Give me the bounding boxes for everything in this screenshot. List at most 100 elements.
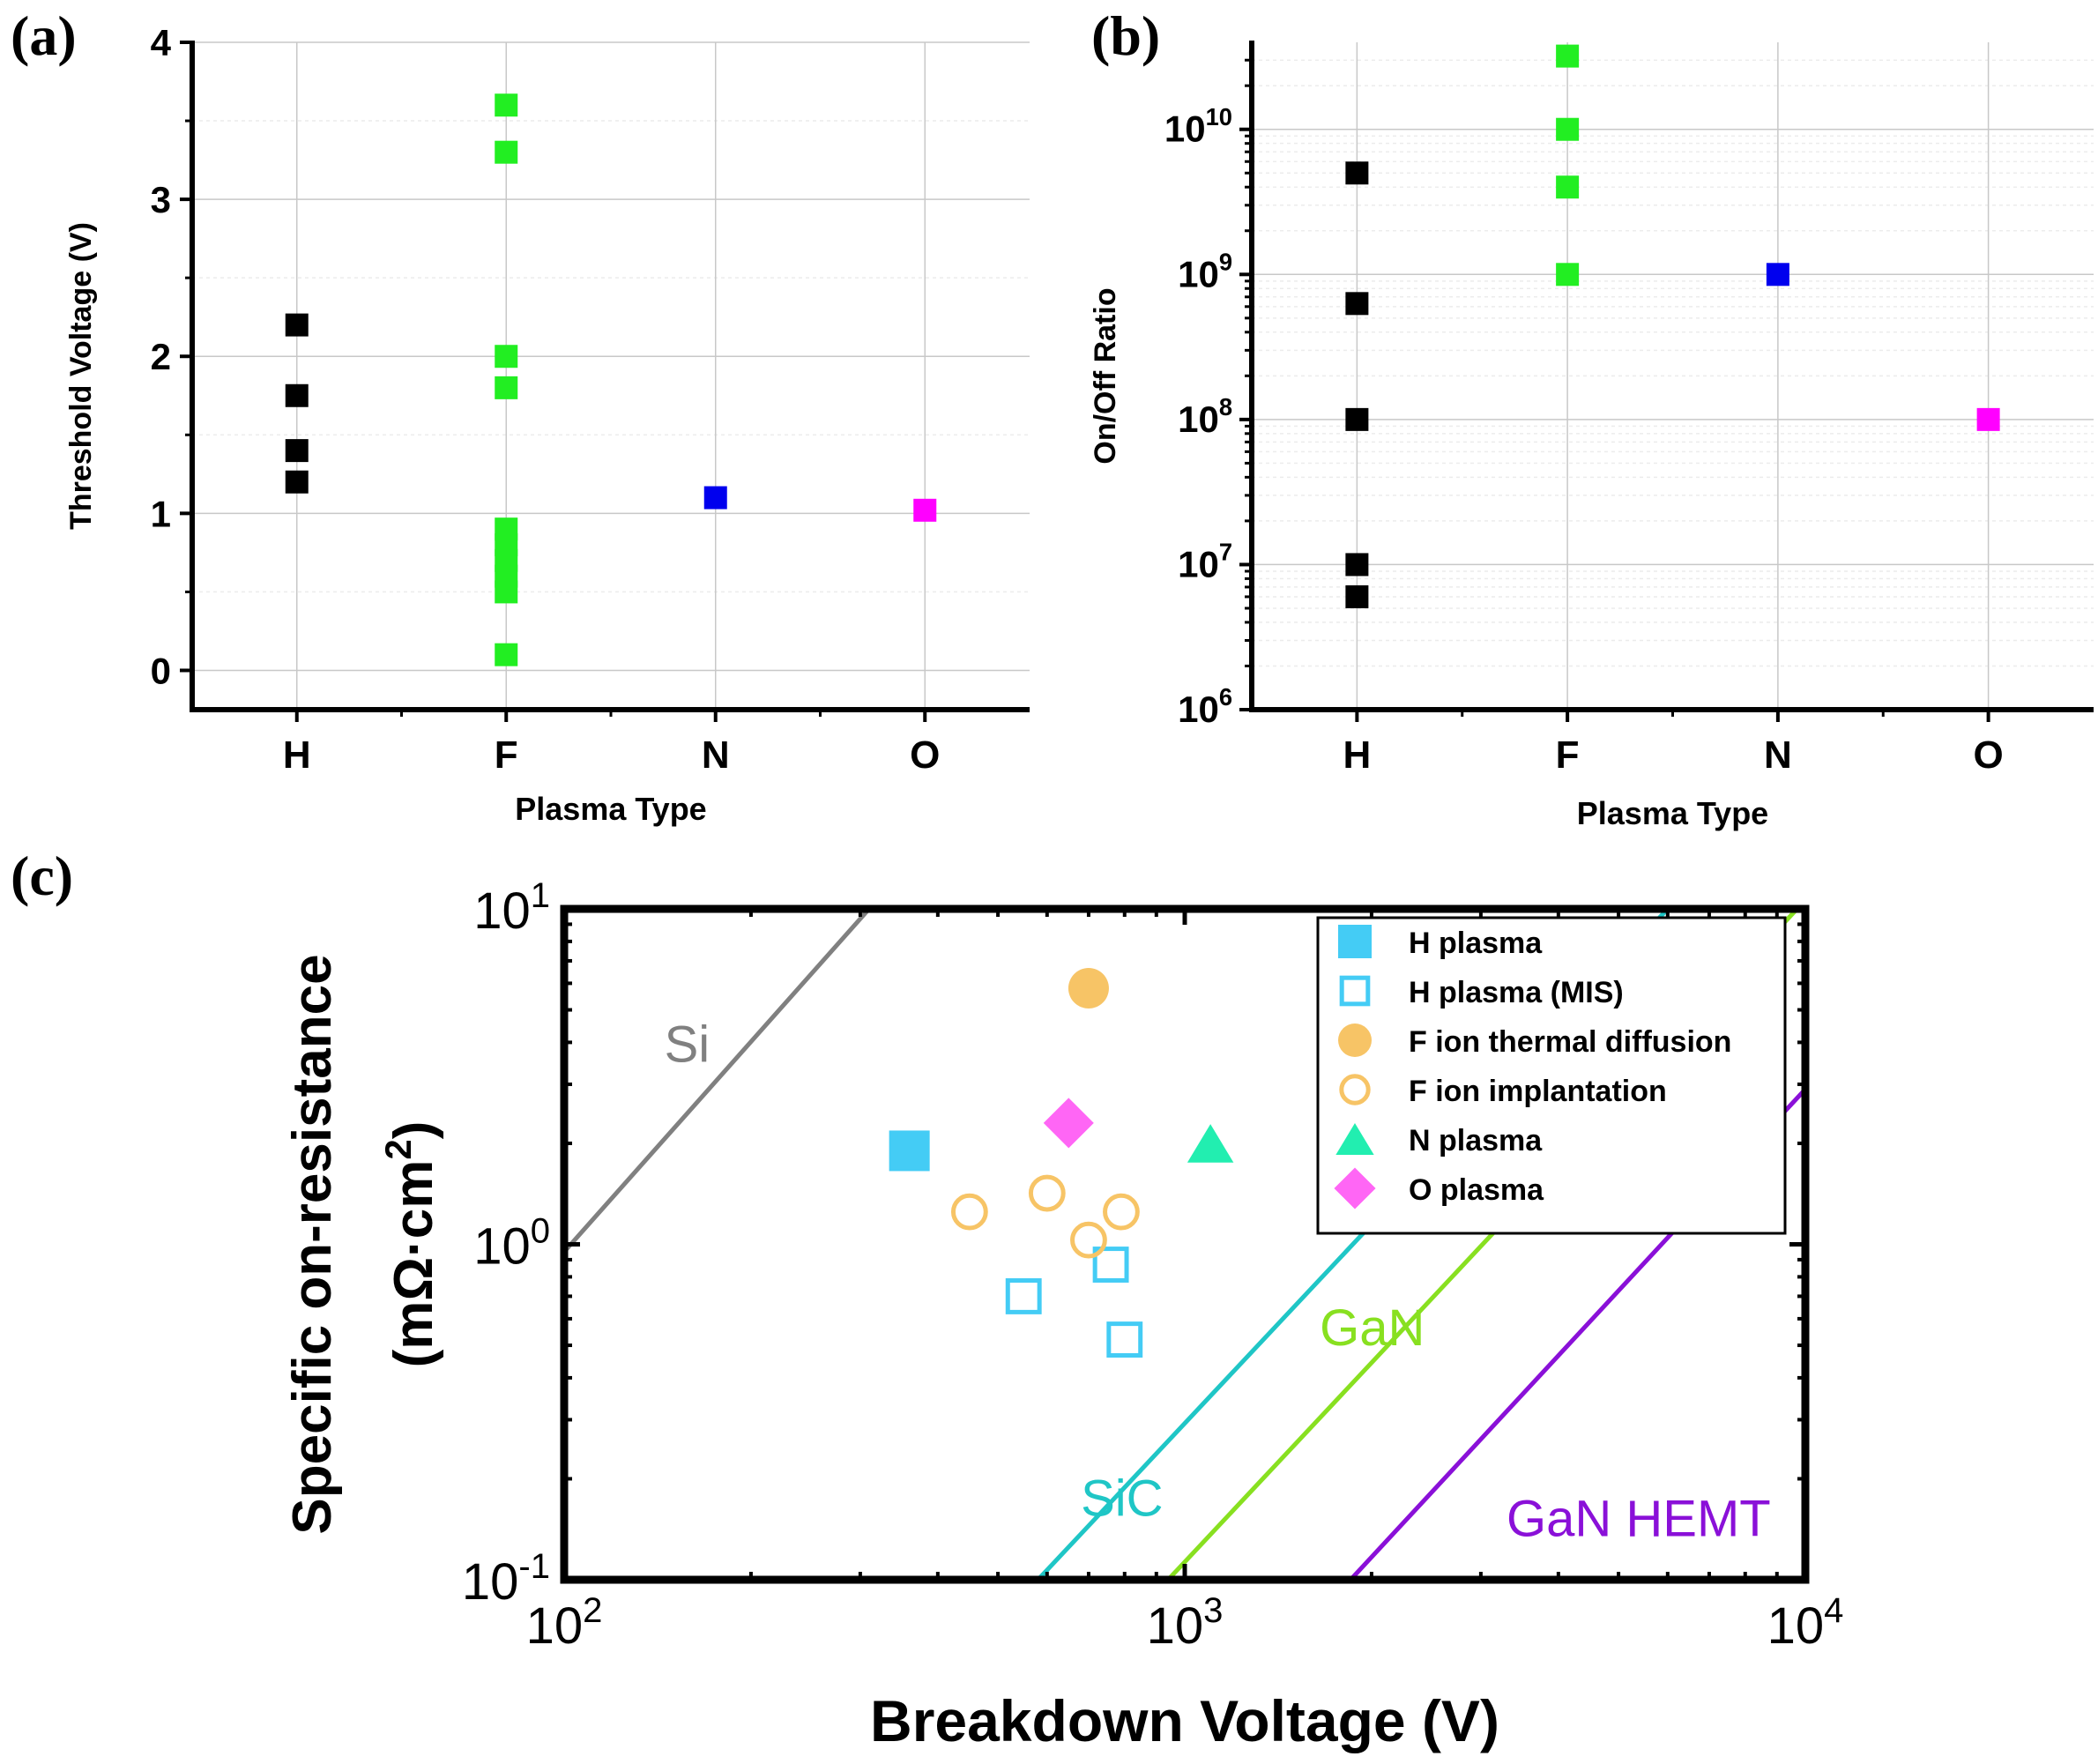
data-point-F — [495, 345, 518, 368]
panel-label-c: (c) — [11, 845, 73, 907]
y-tick-label-exp: 6 — [1219, 683, 1232, 711]
y-tick-label: 1 — [151, 493, 171, 534]
panel-c-benchmark-chart: Si SiC GaN GaN HEMT H plasma H plasma (MIS) F … — [282, 876, 1843, 1753]
limit-line-label-gan: GaN — [1320, 1299, 1425, 1357]
legend-label: H plasma (MIS) — [1409, 976, 1624, 1009]
data-point-O — [913, 498, 937, 522]
limit-line-label-sic: SiC — [1081, 1470, 1163, 1528]
y-axis-title-sup: 2 — [377, 1139, 419, 1159]
data-point-F — [1556, 175, 1580, 199]
data-point-H — [285, 470, 309, 494]
x-tick-label: 102 — [526, 1591, 603, 1655]
y-tick-label: 108 — [1178, 393, 1232, 440]
data-point-F — [495, 580, 518, 604]
x-tick-label: F — [1556, 733, 1580, 777]
y-tick-label-exp: 8 — [1219, 393, 1232, 421]
x-axis-title: Breakdown Voltage (V) — [870, 1688, 1499, 1753]
y-tick-label-exp: -1 — [518, 1547, 550, 1586]
data-point-h-plasma-mis — [1106, 1321, 1143, 1358]
y-tick-label-exp: 9 — [1219, 248, 1232, 275]
data-point-h-plasma-mis — [1005, 1278, 1042, 1314]
y-tick-label-base: 10 — [462, 1553, 519, 1611]
limit-line-label-si: Si — [665, 1016, 710, 1073]
data-point-F — [1556, 44, 1580, 68]
y-tick-label: 109 — [1178, 248, 1232, 294]
y-axis-title-close: ) — [383, 1121, 444, 1140]
y-tick-label: 101 — [473, 876, 550, 940]
y-tick-label: 100 — [473, 1212, 550, 1276]
legend: H plasma H plasma (MIS) F ion thermal diff… — [1316, 916, 1787, 1235]
x-tick-label-exp: 4 — [1824, 1591, 1843, 1630]
data-point-f-ion-implantation — [1070, 1221, 1107, 1259]
legend-marker — [1334, 1167, 1376, 1209]
legend-label: N plasma — [1409, 1124, 1543, 1157]
data-point-h-plasma — [889, 1130, 930, 1172]
data-point-H — [285, 439, 309, 463]
data-point-N — [703, 486, 727, 510]
data-point-H — [1345, 584, 1369, 608]
y-axis-title: Threshold Voltage (V) — [64, 222, 98, 530]
data-point-f-ion-implantation — [1103, 1193, 1140, 1231]
data-point-f-ion-implantation — [1028, 1174, 1066, 1212]
legend-marker — [1338, 925, 1372, 958]
x-tick-label: N — [1764, 733, 1792, 777]
panel-label-b: (b) — [1091, 4, 1160, 67]
x-tick-label: N — [702, 733, 730, 777]
data-point-f-ion-thermal-diffusion — [1068, 968, 1109, 1009]
y-tick-label-exp: 7 — [1219, 539, 1232, 566]
x-tick-label-base: 10 — [1767, 1597, 1825, 1655]
limit-line-label-gan-hemt: GaN HEMT — [1507, 1490, 1771, 1547]
data-point-f-ion-implantation — [950, 1193, 988, 1231]
data-point-H — [285, 313, 309, 337]
y-axis-title: On/Off Ratio — [1089, 287, 1122, 464]
y-axis-title-line2: (mΩ·cm2) — [377, 1121, 444, 1368]
data-point-h-plasma-mis — [1092, 1247, 1129, 1283]
legend-label: H plasma — [1409, 927, 1543, 960]
y-tick-label: 107 — [1178, 539, 1232, 585]
y-tick-label: 4 — [151, 22, 172, 63]
y-tick-label-base: 10 — [1178, 543, 1219, 584]
y-tick-label-base: 10 — [1178, 253, 1219, 294]
data-point-F — [495, 140, 518, 164]
data-point-O — [1976, 407, 2000, 431]
y-tick-label: 1010 — [1164, 103, 1232, 150]
ticks — [562, 906, 1808, 1582]
x-tick-label: O — [1974, 733, 2004, 777]
x-tick-label-exp: 2 — [583, 1591, 602, 1630]
y-tick-label: 2 — [151, 336, 171, 377]
y-axis-title-line1: Specific on-resistance — [282, 954, 343, 1534]
y-tick-label-base: 10 — [1164, 108, 1206, 150]
y-tick-label-exp: 1 — [531, 876, 550, 915]
panel-label-a: (a) — [11, 4, 77, 67]
y-tick-label: 106 — [1178, 683, 1232, 730]
data-point-H — [1345, 553, 1369, 577]
data-points — [889, 968, 1234, 1358]
y-tick-label: 10-1 — [462, 1547, 550, 1611]
y-tick-label-base: 10 — [473, 1218, 531, 1276]
x-tick-label: 104 — [1767, 1591, 1844, 1655]
y-tick-label-base: 10 — [1178, 688, 1219, 730]
grid — [1252, 42, 2094, 711]
y-tick-label-exp: 10 — [1206, 103, 1232, 130]
x-tick-label: O — [910, 733, 940, 777]
y-tick-label-base: 10 — [473, 882, 531, 940]
y-axis-title-unit: (mΩ·cm — [383, 1160, 444, 1368]
data-point-H — [1345, 161, 1369, 185]
legend-marker — [1338, 1023, 1372, 1057]
data-point-H — [285, 383, 309, 407]
y-tick-label-exp: 0 — [531, 1212, 550, 1251]
x-tick-label-exp: 3 — [1203, 1591, 1223, 1630]
grid — [192, 41, 1030, 710]
legend-marker — [1335, 1122, 1374, 1156]
data-point-F — [1556, 263, 1580, 287]
data-point-F — [1556, 117, 1580, 141]
panel-a-threshold-voltage-chart: 0 1 2 3 4 H F N O Plasma Type Threshold Voltage (V… — [64, 22, 1030, 827]
legend-marker — [1339, 975, 1371, 1007]
legend-label: F ion implantation — [1409, 1075, 1667, 1108]
y-tick-label: 3 — [151, 179, 171, 220]
y-tick-label: 0 — [151, 650, 171, 691]
x-tick-label: F — [495, 733, 518, 777]
data-point-H — [1345, 292, 1369, 316]
